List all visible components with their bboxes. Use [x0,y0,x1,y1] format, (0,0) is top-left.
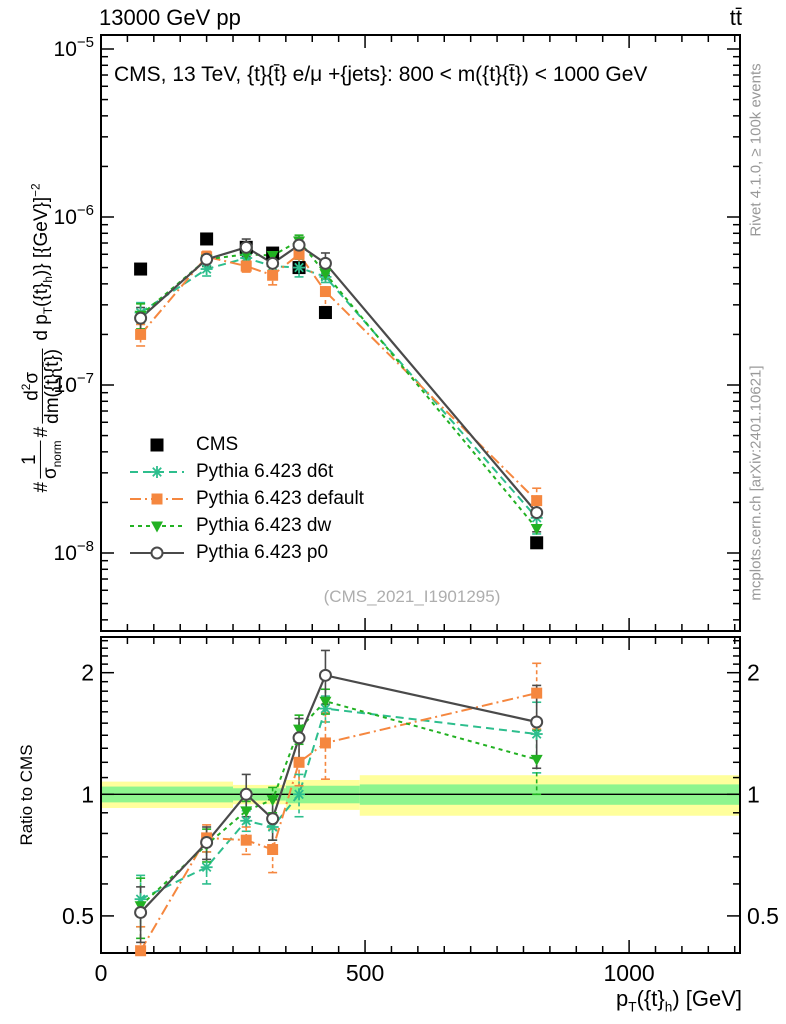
cms-uncertainty-bands [101,775,740,816]
y-title-fraction-2: d2σ dm({t}{t̄}) [19,348,64,424]
svg-text:10−7: 10−7 [54,370,94,397]
legend-item-pythia-default: Pythia 6.423 default [128,485,364,512]
legend-label: Pythia 6.423 dw [196,514,332,536]
legend-item-pythia-d6t: Pythia 6.423 d6t [128,458,364,485]
legend-item-pythia-dw: Pythia 6.423 dw [128,512,364,539]
svg-text:1: 1 [81,781,94,807]
legend-marker-pythia-d6t [130,465,184,478]
legend-item-cms: CMS [128,431,364,458]
svg-text:10−8: 10−8 [54,538,94,565]
axis-tick-labels: 10−8 10−7 10−6 10−5 0 500 1000 0.5 0.5 1 1 2 2 [54,34,779,986]
mcplots-arxiv-note: mcplots.cern.ch [arXiv:2401.10621] [747,365,765,601]
svg-text:500: 500 [346,960,384,986]
svg-text:2: 2 [81,660,94,686]
legend-marker-pythia-default [130,493,184,504]
svg-text:10−5: 10−5 [54,34,94,61]
analysis-id-watermark: (CMS_2021_I1901295) [323,587,501,606]
svg-text:2: 2 [747,660,760,686]
svg-text:0.5: 0.5 [62,903,94,929]
plot-title: CMS, 13 TeV, {t}{t̄} e/μ +{jets}: 800 < … [114,63,648,86]
svg-text:1000: 1000 [604,960,655,986]
legend-item-pythia-p0: Pythia 6.423 p0 [128,539,364,566]
y-title-hash2: # [31,426,53,438]
legend-label: Pythia 6.423 p0 [196,541,329,563]
ratio-y-axis-title: Ratio to CMS [17,744,36,846]
y-title-fraction-1: 1 σnorm [18,440,64,479]
legend-marker-pythia-dw [130,521,184,532]
beam-energy-label: 13000 GeV pp [99,5,241,30]
axis-ticks [100,35,740,953]
svg-text:0.5: 0.5 [747,903,779,929]
process-label: tt̄ [729,5,742,30]
y-axis-title: #1 σnorm # d2σ dm({t}{t̄}) d pT({t}h)} [{GeV… [18,183,64,493]
rivet-version-note: Rivet 4.1.0, ≥ 100k events [747,63,765,237]
series-pythia-6-423-p0-markers [134,238,544,919]
svg-text:1: 1 [747,781,760,807]
legend: CMS Pythia 6.423 d6t Pythia 6.423 defaul… [128,431,364,566]
legend-marker-pythia-p0 [130,546,184,559]
x-axis-title: pT({t}h) [GeV] [616,986,742,1015]
legend-label: Pythia 6.423 default [196,487,364,509]
svg-text:0: 0 [95,960,108,986]
y-title-hash: # [31,481,53,493]
legend-label: CMS [196,433,239,455]
legend-marker-cms [150,438,164,451]
legend-label: Pythia 6.423 d6t [196,460,334,482]
svg-text:10−6: 10−6 [54,202,94,229]
